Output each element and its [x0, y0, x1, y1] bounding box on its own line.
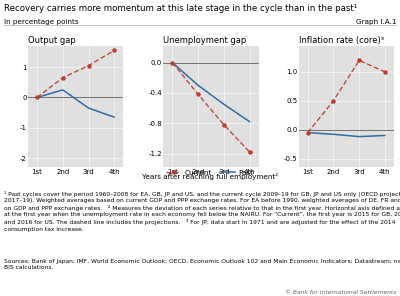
- Text: Inflation rate (core)³: Inflation rate (core)³: [299, 36, 384, 45]
- Text: Output gap: Output gap: [28, 36, 76, 45]
- Text: Unemployment gap: Unemployment gap: [163, 36, 246, 45]
- Text: Graph I.A.1: Graph I.A.1: [356, 19, 396, 25]
- Text: © Bank for International Settlements: © Bank for International Settlements: [285, 289, 396, 295]
- Text: Sources: Bank of Japan; IMF, World Economic Outlook; OECD, Economic Outlook 102 : Sources: Bank of Japan; IMF, World Econo…: [4, 259, 400, 271]
- Text: Recovery carries more momentum at this late stage in the cycle than in the past¹: Recovery carries more momentum at this l…: [4, 4, 357, 13]
- Legend: Current, Past: Current, Past: [164, 167, 256, 178]
- Text: ¹ Past cycles cover the period 1960–2008 for EA, GB, JP and US, and the current : ¹ Past cycles cover the period 1960–2008…: [4, 191, 400, 231]
- Text: Years after reaching full employment²: Years after reaching full employment²: [142, 173, 278, 180]
- Text: In percentage points: In percentage points: [4, 19, 79, 25]
